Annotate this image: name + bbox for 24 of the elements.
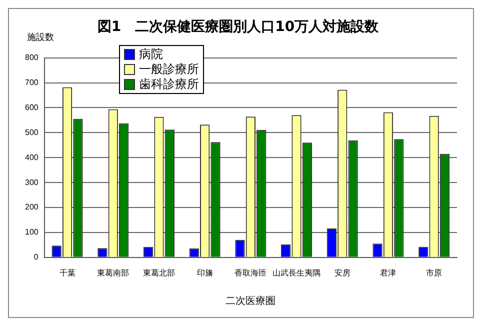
y-tick-label: 500: [24, 128, 39, 137]
x-tick-label: 千葉: [59, 268, 76, 278]
y-tick-label: 600: [24, 102, 39, 112]
y-axis-title: 施設数: [27, 32, 54, 44]
x-tick-label: 香取海匝: [234, 268, 267, 278]
x-tick-label: 東葛北部: [142, 268, 175, 278]
legend-label: 病院: [139, 47, 163, 62]
y-tick-label: 800: [24, 53, 39, 62]
y-tick-label: 0: [34, 252, 39, 262]
x-tick-label: 東葛南部: [97, 268, 130, 278]
x-tick-label: 安房: [334, 268, 350, 278]
y-tick-label: 400: [24, 152, 39, 162]
x-tick-label: 君津: [380, 268, 396, 278]
chart-title: 図1 二次保健医療圏別人口10万人対施設数: [97, 18, 380, 36]
y-tick-label: 200: [24, 202, 39, 212]
legend-label: 一般診療所: [139, 62, 199, 77]
x-tick-label: 山武長生夷隅: [272, 268, 321, 278]
y-tick-label: 100: [24, 228, 39, 237]
y-tick-label: 700: [24, 78, 39, 87]
x-tick-label: 市原: [426, 268, 442, 278]
y-tick-label: 300: [24, 178, 39, 187]
x-axis-title: 二次医療圏: [226, 294, 276, 307]
x-tick-label: 印旛: [196, 268, 213, 278]
legend-label: 歯科診療所: [139, 77, 199, 92]
